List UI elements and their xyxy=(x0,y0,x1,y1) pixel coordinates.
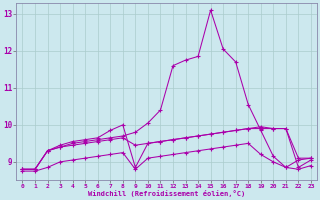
X-axis label: Windchill (Refroidissement éolien,°C): Windchill (Refroidissement éolien,°C) xyxy=(88,190,245,197)
